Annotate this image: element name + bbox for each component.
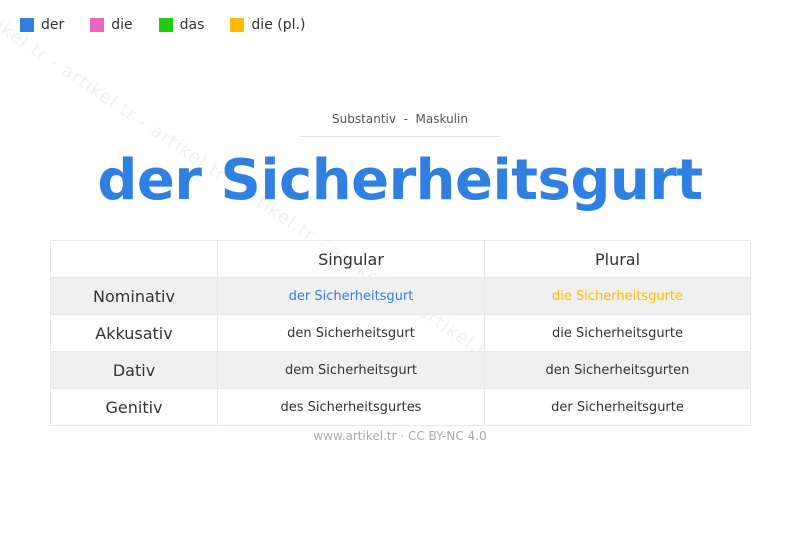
singular-cell: des Sicherheitsgurtes: [217, 388, 485, 426]
plural-cell: die Sicherheitsgurte: [484, 314, 751, 352]
gender-legend: der die das die (pl.): [20, 17, 331, 33]
header-empty: [50, 240, 218, 278]
legend-label: der: [41, 17, 65, 33]
header-singular: Singular: [217, 240, 485, 278]
singular-cell: der Sicherheitsgurt: [217, 277, 485, 315]
legend-label: das: [179, 17, 205, 33]
table-header-row: Singular Plural: [50, 240, 751, 278]
singular-cell: dem Sicherheitsgurt: [217, 351, 485, 389]
swatch-der: [20, 18, 34, 32]
case-label: Dativ: [50, 351, 218, 389]
table-row: Genitiv des Sicherheitsgurtes der Sicher…: [50, 388, 751, 426]
legend-item-der: der: [20, 17, 64, 33]
swatch-das: [158, 18, 173, 32]
table-row: Nominativ der Sicherheitsgurt die Sicher…: [50, 277, 751, 315]
word-type: Substantiv - Maskulin: [300, 112, 500, 137]
legend-item-die: die: [90, 17, 133, 33]
footer-credit: www.artikel.tr · CC BY-NC 4.0: [313, 429, 487, 443]
declension-table: Singular Plural Nominativ der Sicherheit…: [50, 240, 751, 426]
plural-cell: die Sicherheitsgurte: [484, 277, 751, 315]
page-title: der Sicherheitsgurt: [97, 148, 703, 213]
swatch-plural: [230, 18, 245, 32]
table-row: Dativ dem Sicherheitsgurt den Sicherheit…: [50, 351, 751, 389]
plural-cell: der Sicherheitsgurte: [484, 388, 751, 426]
case-label: Genitiv: [50, 388, 218, 426]
table-row: Akkusativ den Sicherheitsgurt die Sicher…: [50, 314, 751, 352]
legend-item-das: das: [158, 17, 205, 33]
plural-cell: den Sicherheitsgurten: [484, 351, 751, 389]
swatch-die: [90, 18, 105, 32]
legend-label: die: [111, 17, 133, 33]
header-plural: Plural: [484, 240, 751, 278]
case-label: Akkusativ: [50, 314, 218, 352]
singular-cell: den Sicherheitsgurt: [217, 314, 485, 352]
legend-item-plural: die (pl.): [230, 17, 305, 33]
case-label: Nominativ: [50, 277, 218, 315]
legend-label: die (pl.): [251, 17, 306, 33]
